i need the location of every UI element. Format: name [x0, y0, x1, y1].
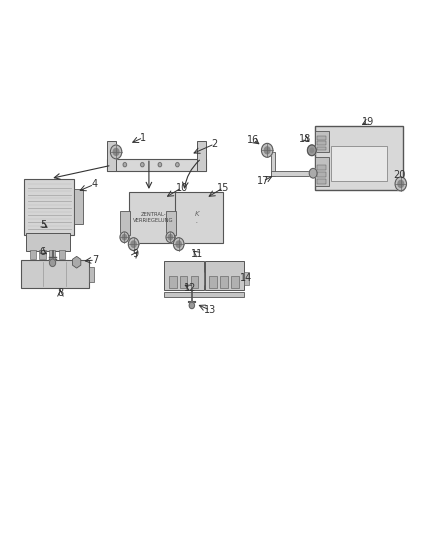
Bar — [317, 165, 326, 170]
Bar — [197, 141, 206, 171]
Circle shape — [265, 147, 270, 154]
Circle shape — [189, 302, 194, 309]
Bar — [331, 146, 387, 181]
Bar — [166, 211, 176, 235]
Circle shape — [49, 259, 56, 266]
Circle shape — [176, 163, 179, 167]
Circle shape — [128, 238, 139, 251]
Bar — [231, 276, 239, 288]
Text: 10: 10 — [176, 183, 188, 192]
Text: 7: 7 — [92, 255, 98, 265]
Circle shape — [309, 168, 317, 178]
Circle shape — [176, 241, 181, 247]
Bar — [191, 276, 198, 288]
Text: 11: 11 — [191, 249, 203, 259]
Circle shape — [310, 148, 314, 152]
Bar — [244, 272, 249, 285]
Bar — [21, 260, 89, 288]
Bar — [205, 261, 244, 290]
Circle shape — [307, 145, 316, 156]
Bar — [26, 233, 70, 251]
Bar — [39, 250, 46, 259]
Bar — [315, 157, 328, 186]
Bar — [180, 276, 187, 288]
Bar — [175, 192, 223, 243]
Circle shape — [123, 163, 127, 167]
Bar — [107, 141, 116, 171]
Circle shape — [168, 235, 173, 240]
Text: 5: 5 — [40, 220, 46, 230]
Text: 13: 13 — [204, 305, 216, 315]
Text: 19: 19 — [362, 117, 374, 126]
Circle shape — [110, 145, 122, 159]
Bar — [317, 179, 326, 184]
Text: 18: 18 — [299, 134, 311, 143]
Bar — [271, 152, 275, 176]
Circle shape — [173, 238, 184, 251]
Text: 14: 14 — [240, 273, 252, 283]
Bar — [89, 266, 94, 282]
Bar — [107, 159, 206, 171]
Circle shape — [395, 177, 406, 191]
Circle shape — [131, 241, 136, 247]
Text: 9: 9 — [133, 249, 139, 259]
Bar — [169, 276, 177, 288]
Circle shape — [398, 180, 404, 188]
Bar — [204, 272, 208, 285]
Bar — [317, 136, 326, 140]
Bar — [315, 131, 328, 152]
Circle shape — [141, 163, 144, 167]
Text: K
.: K . — [195, 211, 199, 224]
Bar — [30, 250, 36, 259]
Circle shape — [261, 143, 273, 157]
Bar — [49, 250, 55, 259]
Bar — [59, 250, 65, 259]
Circle shape — [307, 145, 316, 156]
Text: 6: 6 — [40, 247, 46, 256]
Bar — [220, 276, 228, 288]
Bar — [164, 261, 204, 290]
Text: 20: 20 — [393, 170, 406, 180]
Text: 16: 16 — [247, 135, 259, 144]
Text: 1: 1 — [140, 133, 146, 142]
Bar — [209, 276, 217, 288]
Text: 12: 12 — [184, 283, 197, 293]
Bar — [129, 192, 177, 243]
Text: 15: 15 — [217, 183, 230, 192]
Text: 2: 2 — [212, 139, 218, 149]
Bar — [315, 126, 403, 190]
Bar — [271, 171, 312, 176]
Bar — [317, 172, 326, 177]
Circle shape — [166, 232, 175, 243]
Text: ZENTRAL-
VERRIEGELUNG: ZENTRAL- VERRIEGELUNG — [133, 212, 173, 223]
Bar — [317, 141, 326, 145]
Polygon shape — [72, 256, 81, 268]
Text: 4: 4 — [91, 180, 97, 189]
Circle shape — [113, 149, 119, 156]
Circle shape — [122, 235, 127, 240]
Circle shape — [158, 163, 162, 167]
Bar — [24, 179, 74, 235]
Bar — [74, 189, 83, 224]
Text: 8: 8 — [57, 288, 64, 298]
Bar — [164, 292, 244, 297]
Text: 17: 17 — [257, 176, 269, 186]
Bar — [120, 211, 130, 235]
Circle shape — [120, 232, 129, 243]
Bar — [317, 147, 326, 150]
